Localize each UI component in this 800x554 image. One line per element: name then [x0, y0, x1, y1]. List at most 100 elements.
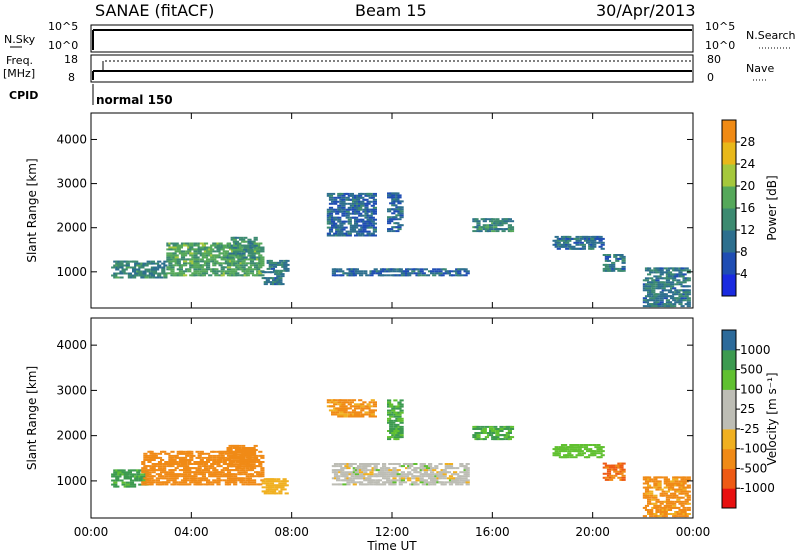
power-cell — [413, 272, 418, 275]
power-cell — [214, 256, 219, 259]
power-cell — [183, 254, 188, 257]
power-cell — [476, 224, 481, 227]
velocity-cell — [482, 430, 487, 432]
power-cell — [326, 210, 331, 213]
power-cell — [111, 266, 116, 269]
velocity-cell — [350, 479, 355, 482]
velocity-cell — [155, 481, 160, 484]
velocity-cell — [162, 465, 167, 468]
velocity-cell — [465, 471, 470, 474]
power-cell — [189, 254, 194, 257]
velocity-colorbar-swatch — [722, 468, 736, 489]
power-cell — [484, 228, 489, 231]
power-cell — [446, 272, 451, 275]
velocity-cell — [229, 475, 234, 478]
velocity-cell — [665, 502, 670, 505]
power-cell — [326, 232, 331, 235]
velocity-cell — [459, 483, 464, 486]
velocity-cell — [425, 481, 431, 484]
velocity-cell — [197, 469, 202, 472]
power-cell — [351, 198, 357, 201]
date-title: 30/Apr/2013 — [596, 1, 696, 20]
power-cell — [119, 272, 124, 275]
power-cell — [347, 208, 352, 211]
power-cell — [142, 272, 147, 275]
velocity-cell — [236, 465, 242, 468]
velocity-cell — [600, 446, 605, 449]
velocity-cell — [509, 428, 515, 430]
velocity-cell — [397, 407, 402, 410]
velocity-cell — [379, 467, 385, 470]
velocity-cell — [203, 463, 209, 465]
power-cell — [136, 264, 141, 267]
velocity-cell — [143, 481, 148, 484]
velocity-cell — [111, 479, 116, 482]
power-cell — [328, 198, 334, 201]
power-cell — [212, 264, 217, 267]
power-cell — [476, 220, 481, 223]
power-cell — [684, 297, 689, 300]
power-cell — [611, 265, 616, 268]
velocity-cell — [265, 482, 270, 485]
power-cell — [347, 234, 352, 237]
velocity-cell — [396, 463, 401, 465]
power-cell — [333, 222, 338, 225]
velocity-cell — [575, 444, 580, 446]
power-cell — [653, 303, 658, 306]
velocity-cell — [577, 452, 582, 455]
power-cell — [459, 274, 464, 277]
velocity-cell — [361, 469, 366, 472]
velocity-cell — [600, 454, 605, 457]
velocity-cell — [661, 513, 666, 515]
velocity-cell — [361, 475, 366, 478]
power-cell — [372, 210, 377, 213]
velocity-cell — [425, 467, 431, 470]
velocity-cell — [333, 401, 338, 404]
power-cell — [243, 236, 248, 239]
velocity-cell — [243, 461, 248, 464]
power-cell — [341, 198, 346, 201]
velocity-cell — [387, 399, 392, 402]
power-cell — [251, 240, 256, 243]
power-cell — [328, 202, 334, 205]
velocity-cell — [592, 444, 597, 446]
power-cell — [144, 276, 149, 279]
power-cell — [222, 254, 227, 257]
velocity-cell — [247, 453, 252, 456]
velocity-cell — [210, 483, 215, 486]
power-cell — [178, 246, 183, 249]
power-cell — [678, 293, 683, 296]
velocity-cell — [239, 481, 244, 484]
velocity-cell — [143, 477, 148, 480]
power-cell — [391, 202, 396, 205]
power-cell — [163, 276, 168, 279]
power-cell — [419, 270, 424, 273]
velocity-cell — [400, 475, 405, 478]
velocity-cell — [657, 484, 662, 487]
velocity-cell — [183, 481, 188, 484]
power-cell — [667, 303, 673, 306]
velocity-cell — [676, 506, 681, 509]
velocity-cell — [115, 477, 120, 480]
velocity-cell — [189, 463, 194, 465]
velocity-cell — [233, 475, 238, 478]
power-cell — [201, 274, 206, 277]
velocity-cell — [199, 463, 204, 465]
power-cell — [651, 299, 656, 302]
velocity-colorbar-tick-label: 1000 — [740, 343, 771, 357]
power-cell — [140, 276, 145, 279]
power-cell — [670, 281, 675, 284]
power-cell — [674, 293, 679, 296]
power-cell — [335, 212, 340, 215]
power-cell — [161, 268, 166, 271]
velocity-cell — [392, 481, 397, 484]
velocity-cell — [684, 494, 689, 497]
power-cell — [399, 212, 404, 215]
power-cell — [649, 293, 654, 296]
velocity-cell — [455, 467, 460, 470]
velocity-cell — [166, 479, 171, 482]
power-cell — [409, 272, 414, 275]
power-cell — [345, 230, 350, 233]
power-cell — [119, 266, 124, 269]
station-title: SANAE (fitACF) — [95, 1, 214, 20]
